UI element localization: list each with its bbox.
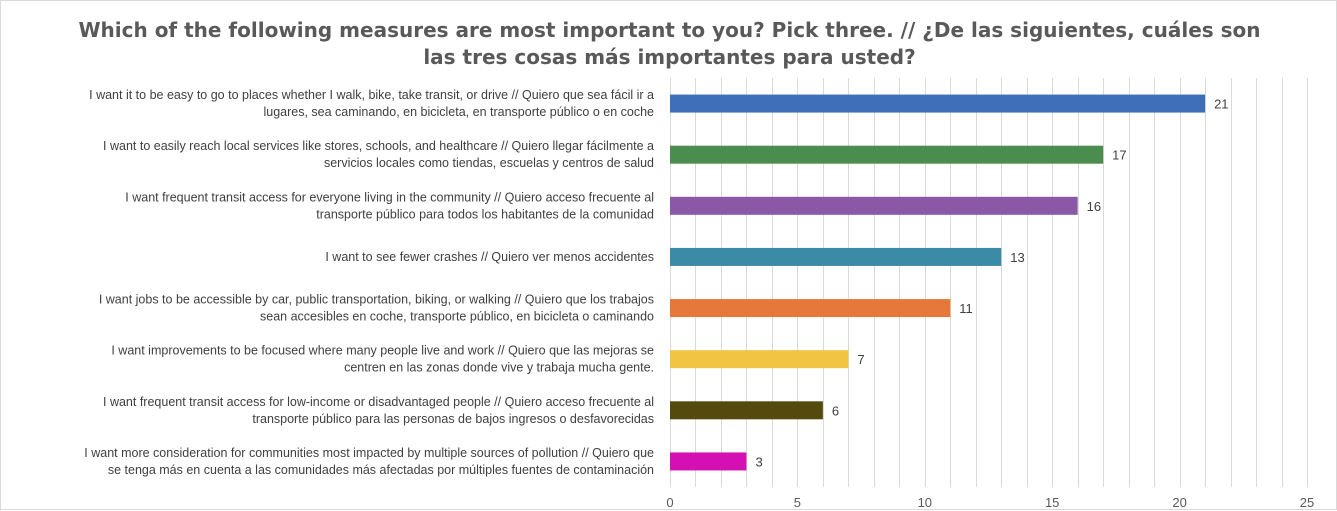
- bar: [670, 247, 1002, 266]
- x-tick-label: 0: [666, 495, 673, 510]
- category-label: transporte público para todos los habita…: [316, 207, 654, 221]
- category-label: transporte público para las personas de …: [252, 412, 654, 426]
- data-label: 13: [1010, 250, 1024, 265]
- bar: [670, 452, 747, 471]
- x-tick-label: 25: [1300, 495, 1314, 510]
- category-label: I want more consideration for communitie…: [84, 446, 654, 460]
- bar: [670, 196, 1078, 215]
- category-label: I want it to be easy to go to places whe…: [89, 88, 654, 102]
- data-label: 21: [1214, 97, 1228, 112]
- x-tick-label: 5: [794, 495, 801, 510]
- chart-title: Which of the following measures are most…: [1, 17, 1337, 71]
- x-tick-label: 15: [1045, 495, 1059, 510]
- category-label: servicios locales como tiendas, escuelas…: [324, 156, 654, 170]
- bar: [670, 299, 951, 318]
- category-label: I want frequent transit access for low-i…: [103, 395, 654, 409]
- category-label: se tenga más en cuenta a las comunidades…: [108, 463, 654, 477]
- data-label: 17: [1112, 148, 1126, 163]
- chart-title-line-2: las tres cosas más importantes para uste…: [423, 45, 916, 69]
- category-label: lugares, sea caminando, en bicicleta, en…: [263, 105, 654, 119]
- category-label: I want to see fewer crashes // Quiero ve…: [325, 250, 654, 264]
- category-label: I want frequent transit access for every…: [125, 190, 654, 204]
- category-label: centren en las zonas donde vive y trabaj…: [344, 361, 654, 375]
- bar: [670, 145, 1104, 164]
- category-label: I want to easily reach local services li…: [103, 139, 654, 153]
- data-label: 11: [959, 301, 973, 316]
- x-tick-label: 10: [918, 495, 932, 510]
- bar: [670, 94, 1206, 113]
- category-label: I want improvements to be focused where …: [111, 344, 654, 358]
- category-label: I want jobs to be accessible by car, pub…: [99, 293, 654, 307]
- data-label: 6: [832, 403, 839, 418]
- data-label: 3: [755, 454, 762, 469]
- bar: [670, 350, 849, 369]
- x-tick-label: 20: [1172, 495, 1186, 510]
- data-label: 16: [1087, 199, 1101, 214]
- bar: [670, 401, 823, 420]
- data-label: 7: [857, 352, 864, 367]
- category-label: sean accesibles en coche, transporte púb…: [260, 310, 654, 324]
- chart-title-line-1: Which of the following measures are most…: [78, 18, 1261, 42]
